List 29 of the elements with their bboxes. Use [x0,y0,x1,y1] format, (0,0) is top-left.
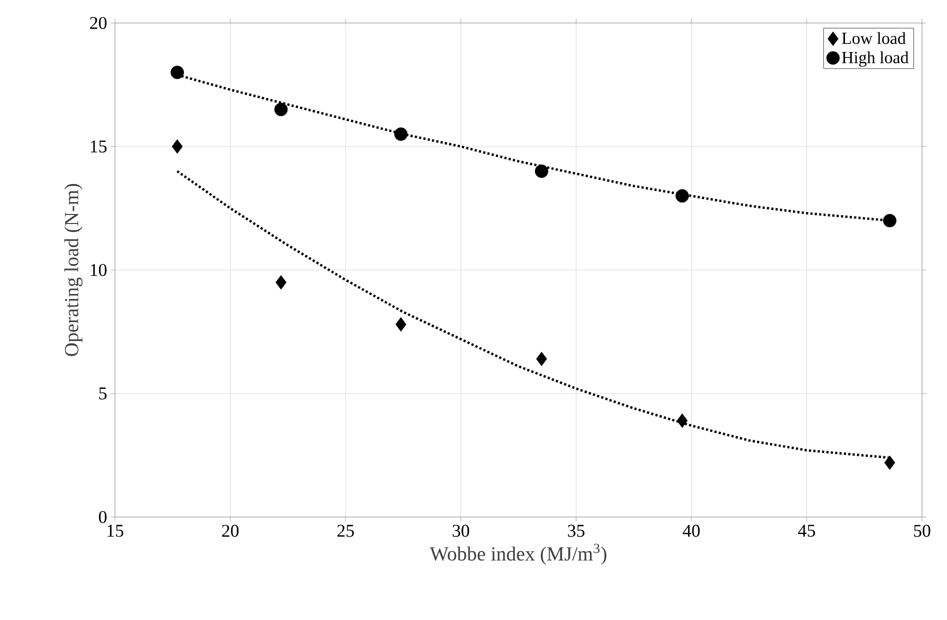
point [676,189,689,203]
x-tick-label: 15 [108,524,124,537]
x-tick-label: 25 [337,524,354,537]
x-tick-label: 45 [798,524,815,537]
legend-label: Low load [842,32,906,44]
y-tick-label: 20 [90,16,107,30]
x-tick-label: 50 [914,524,930,537]
point [395,317,406,332]
point [172,139,183,154]
y-axis-title: Operating load (N-m) [64,184,82,356]
y-tick-label: 5 [99,388,107,400]
x-tick-label: 30 [452,524,470,537]
x-tick-label: 40 [682,524,700,537]
y-tick-label: 15 [90,140,107,152]
y-tick-label: 10 [90,264,107,276]
point [883,214,896,228]
point [394,127,408,141]
point [884,455,896,470]
x-tick-label: 35 [568,524,584,537]
point [676,413,688,428]
point [170,66,184,80]
x-tick-label: 20 [222,524,239,537]
x-axis-title: Wobbe index (MJ/m$^{3}$) [430,544,606,565]
point [534,164,548,178]
legend-label: High load [842,51,909,67]
point [276,275,286,290]
point [274,102,288,116]
y-tick-label: 0 [98,510,107,524]
point [536,352,547,366]
